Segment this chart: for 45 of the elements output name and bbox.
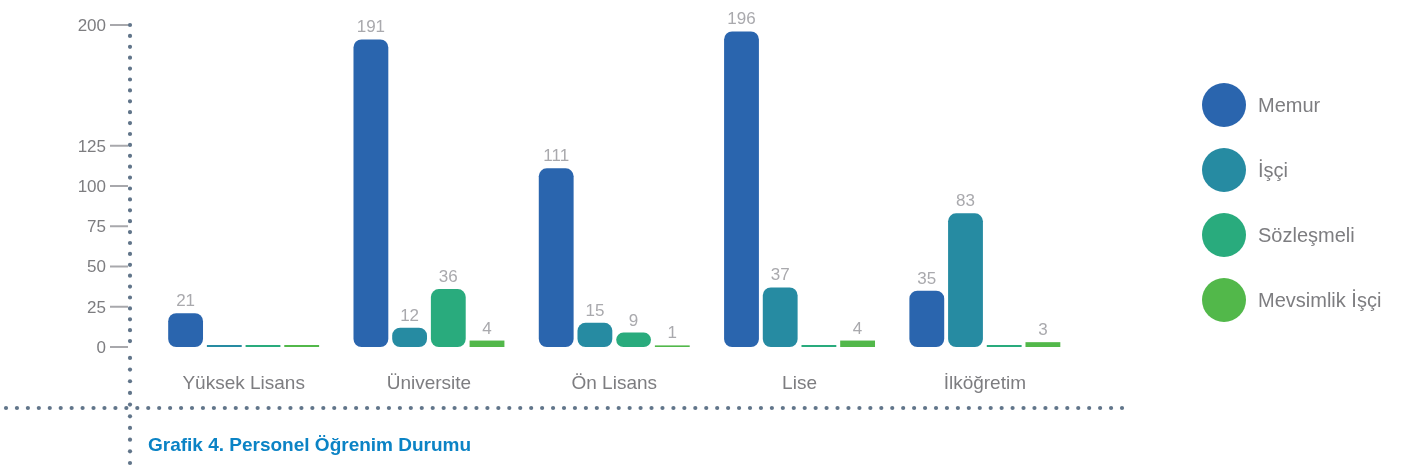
legend-label: Sözleşmeli — [1258, 224, 1355, 246]
x-tick-label: İlköğretim — [943, 372, 1027, 393]
bar — [538, 168, 574, 347]
y-tick-label: 50 — [87, 257, 106, 277]
bar — [909, 290, 945, 347]
data-label: 12 — [400, 305, 420, 325]
data-label: 4 — [852, 318, 863, 338]
bar — [724, 31, 759, 347]
y-tick-label: 75 — [87, 217, 106, 237]
legend-label: Memur — [1258, 94, 1321, 116]
y-tick-label: 200 — [77, 15, 106, 35]
bar — [577, 322, 613, 347]
bar — [840, 340, 876, 347]
data-label: 21 — [176, 291, 196, 311]
legend-label: İşçi — [1258, 159, 1288, 181]
data-label: 196 — [727, 9, 756, 29]
data-label: 15 — [585, 300, 605, 320]
data-label: 35 — [917, 268, 937, 288]
data-label: 37 — [770, 265, 790, 285]
data-label: 4 — [482, 318, 492, 338]
y-tick-label: 125 — [77, 136, 106, 156]
bar — [430, 289, 466, 347]
bar — [1025, 342, 1061, 347]
data-label: 1 — [667, 323, 678, 343]
bar — [948, 213, 983, 347]
x-tick-label: Üniversite — [386, 372, 472, 393]
data-label: 36 — [438, 267, 458, 287]
x-tick-label: Yüksek Lisans — [182, 372, 305, 393]
x-tick-label: Ön Lisans — [571, 372, 658, 393]
y-tick-label: 25 — [87, 297, 106, 317]
bar — [168, 313, 204, 347]
data-label: 83 — [956, 191, 975, 211]
bar — [392, 327, 428, 347]
bar — [762, 287, 798, 347]
legend-label: Mevsimlik İşçi — [1258, 289, 1382, 311]
text: Grafik 4. Personel Öğrenim Durumu — [148, 434, 472, 455]
y-tick-label: 100 — [77, 176, 106, 196]
data-label: 3 — [1038, 320, 1048, 340]
data-label: 111 — [543, 146, 570, 166]
data-label: 9 — [628, 310, 639, 330]
data-label: 191 — [356, 17, 386, 37]
bar — [469, 340, 505, 347]
y-tick-label: 0 — [96, 337, 106, 357]
bar — [353, 39, 389, 347]
x-tick-label: Lise — [782, 372, 817, 393]
